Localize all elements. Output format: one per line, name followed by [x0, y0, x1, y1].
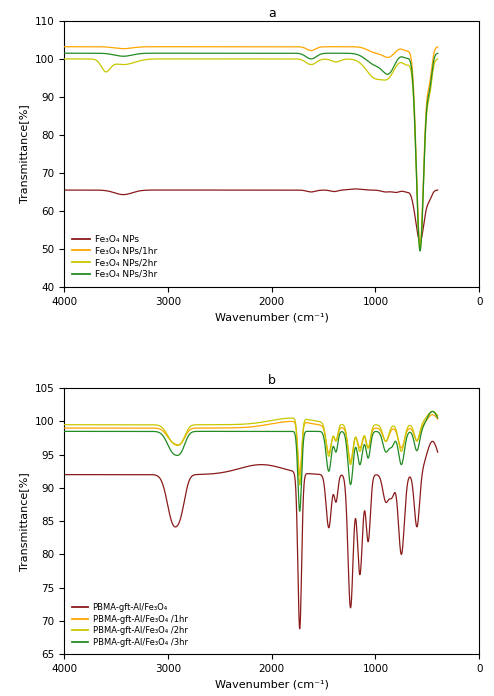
- Legend: Fe₃O₄ NPs, Fe₃O₄ NPs/1hr, Fe₃O₄ NPs/2hr, Fe₃O₄ NPs/3hr: Fe₃O₄ NPs, Fe₃O₄ NPs/1hr, Fe₃O₄ NPs/2hr,…: [69, 231, 161, 283]
- X-axis label: Wavenumber (cm⁻¹): Wavenumber (cm⁻¹): [215, 679, 329, 690]
- Y-axis label: Transmittance[%]: Transmittance[%]: [19, 104, 29, 203]
- Legend: PBMA-gft-Al/Fe₃O₄, PBMA-gft-Al/Fe₃O₄ /1hr, PBMA-gft-Al/Fe₃O₄ /2hr, PBMA-gft-Al/F: PBMA-gft-Al/Fe₃O₄, PBMA-gft-Al/Fe₃O₄ /1h…: [68, 600, 191, 650]
- Title: a: a: [268, 7, 276, 19]
- Y-axis label: Transmittance[%]: Transmittance[%]: [19, 472, 29, 571]
- X-axis label: Wavenumber (cm⁻¹): Wavenumber (cm⁻¹): [215, 313, 329, 322]
- Title: b: b: [268, 374, 276, 387]
